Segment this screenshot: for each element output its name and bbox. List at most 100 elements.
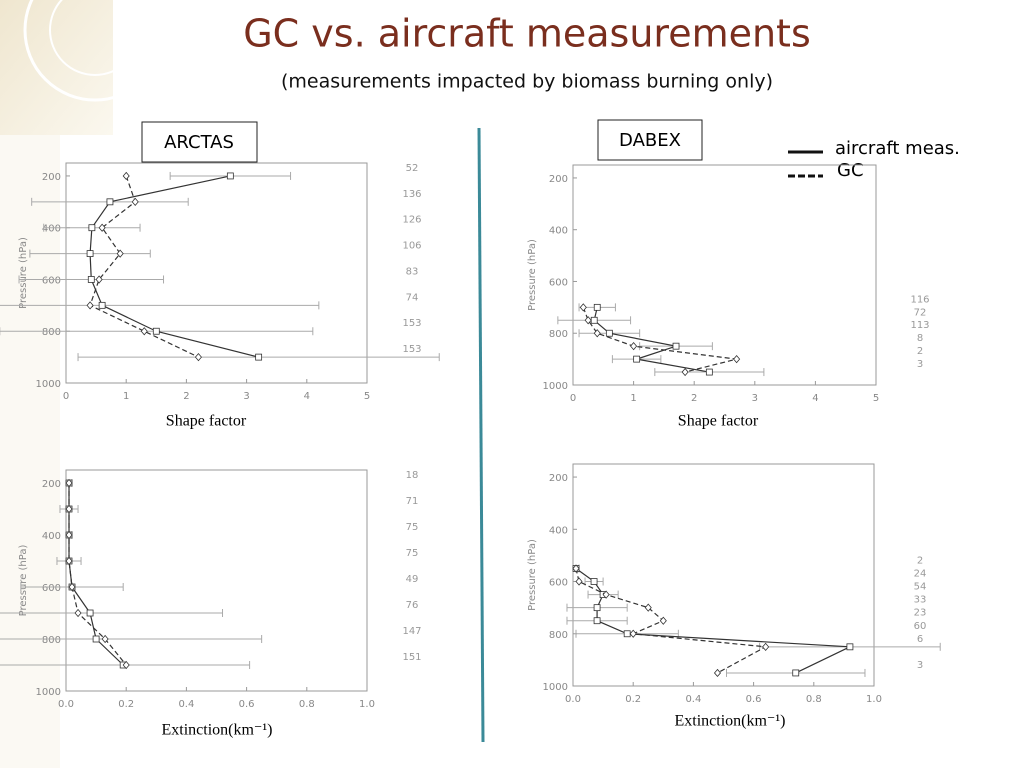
x-tick-label: 0.2 [625,694,641,705]
marker [623,630,631,638]
count-label: 147 [402,626,421,637]
plot-frame [572,164,877,386]
marker [86,609,94,617]
legend-label: aircraft meas. [835,138,960,159]
count-label: 116 [910,294,929,305]
campaign-label: ARCTAS [164,132,234,153]
count-label: 76 [406,600,419,611]
marker [584,316,592,325]
y-tick-label: 200 [549,473,568,484]
y-tick-label: 800 [42,635,61,646]
x-tick-label: 0.4 [685,694,701,705]
count-label: 54 [914,582,927,593]
y-axis-label: Pressure (hPa) [527,239,538,311]
marker [672,342,680,350]
marker [65,478,73,488]
campaign-box [597,119,703,161]
marker [713,668,722,678]
x-tick-label: 0 [570,393,576,404]
count-label: 2 [917,346,923,357]
series-line [582,307,737,373]
count-label: 33 [914,595,927,606]
x-tick-label: 0.4 [178,699,194,710]
y-tick-label: 800 [549,630,568,641]
marker [792,669,800,677]
marker [590,316,598,324]
marker [629,629,637,638]
marker [101,634,109,644]
x-axis-label: Extinction(km⁻¹) [162,722,273,739]
marker [593,303,601,311]
marker [194,353,202,362]
decoration [23,0,167,102]
campaign-box [141,121,258,163]
y-tick-label: 600 [549,277,568,288]
decoration [0,0,113,135]
decoration [49,0,141,76]
y-tick-label: 200 [549,174,568,185]
marker [846,643,854,651]
series-line [575,568,768,674]
plot-frame [572,463,875,687]
count-label: 2 [917,555,923,566]
marker [572,564,580,573]
marker [122,660,130,670]
y-axis-label: Pressure (hPa) [527,539,538,611]
x-tick-label: 1 [630,393,636,404]
y-tick-label: 1000 [543,682,568,693]
plot-frame [65,162,368,384]
marker [116,249,124,258]
y-tick-label: 600 [42,275,61,286]
x-tick-label: 0.6 [239,699,255,710]
x-tick-label: 5 [364,391,370,402]
count-label: 24 [914,569,927,580]
marker [633,355,641,363]
marker [140,327,148,336]
marker [659,616,667,625]
x-tick-label: 1 [123,391,129,402]
series-line [89,175,259,358]
marker [593,617,601,625]
marker [74,608,82,618]
plot-frame [65,469,368,692]
marker [593,329,601,338]
y-tick-label: 1000 [36,687,61,698]
x-axis-label: Shape factor [166,413,247,430]
x-tick-label: 2 [183,391,189,402]
x-tick-label: 0.2 [118,699,134,710]
count-label: 3 [917,359,923,370]
series-line [89,175,199,358]
x-axis-label: Extinction(km⁻¹) [675,713,786,730]
count-label: 106 [402,241,421,252]
count-label: 23 [914,608,927,619]
marker [602,590,610,599]
y-tick-label: 400 [549,226,568,237]
count-label: 151 [402,652,421,663]
marker [575,577,583,586]
marker [644,603,652,612]
x-tick-label: 0.8 [299,699,315,710]
marker [92,635,100,643]
count-label: 49 [406,574,419,585]
marker [65,556,73,566]
marker [226,172,234,180]
marker [131,197,139,206]
x-tick-label: 2 [691,393,697,404]
marker [122,171,130,181]
x-tick-label: 1.0 [866,694,882,705]
campaign-label: DABEX [619,130,681,151]
y-tick-label: 1000 [36,379,61,390]
marker [593,604,601,612]
x-tick-label: 0.8 [806,694,822,705]
series-line [68,483,127,666]
count-label: 153 [402,318,421,329]
count-label: 60 [914,621,927,632]
y-tick-label: 200 [42,479,61,490]
x-tick-label: 1.0 [359,699,375,710]
slide-subtitle: (measurements impacted by biomass burnin… [281,71,773,93]
marker [705,368,713,376]
y-tick-label: 800 [549,329,568,340]
count-label: 6 [917,634,923,645]
count-label: 18 [406,470,419,481]
